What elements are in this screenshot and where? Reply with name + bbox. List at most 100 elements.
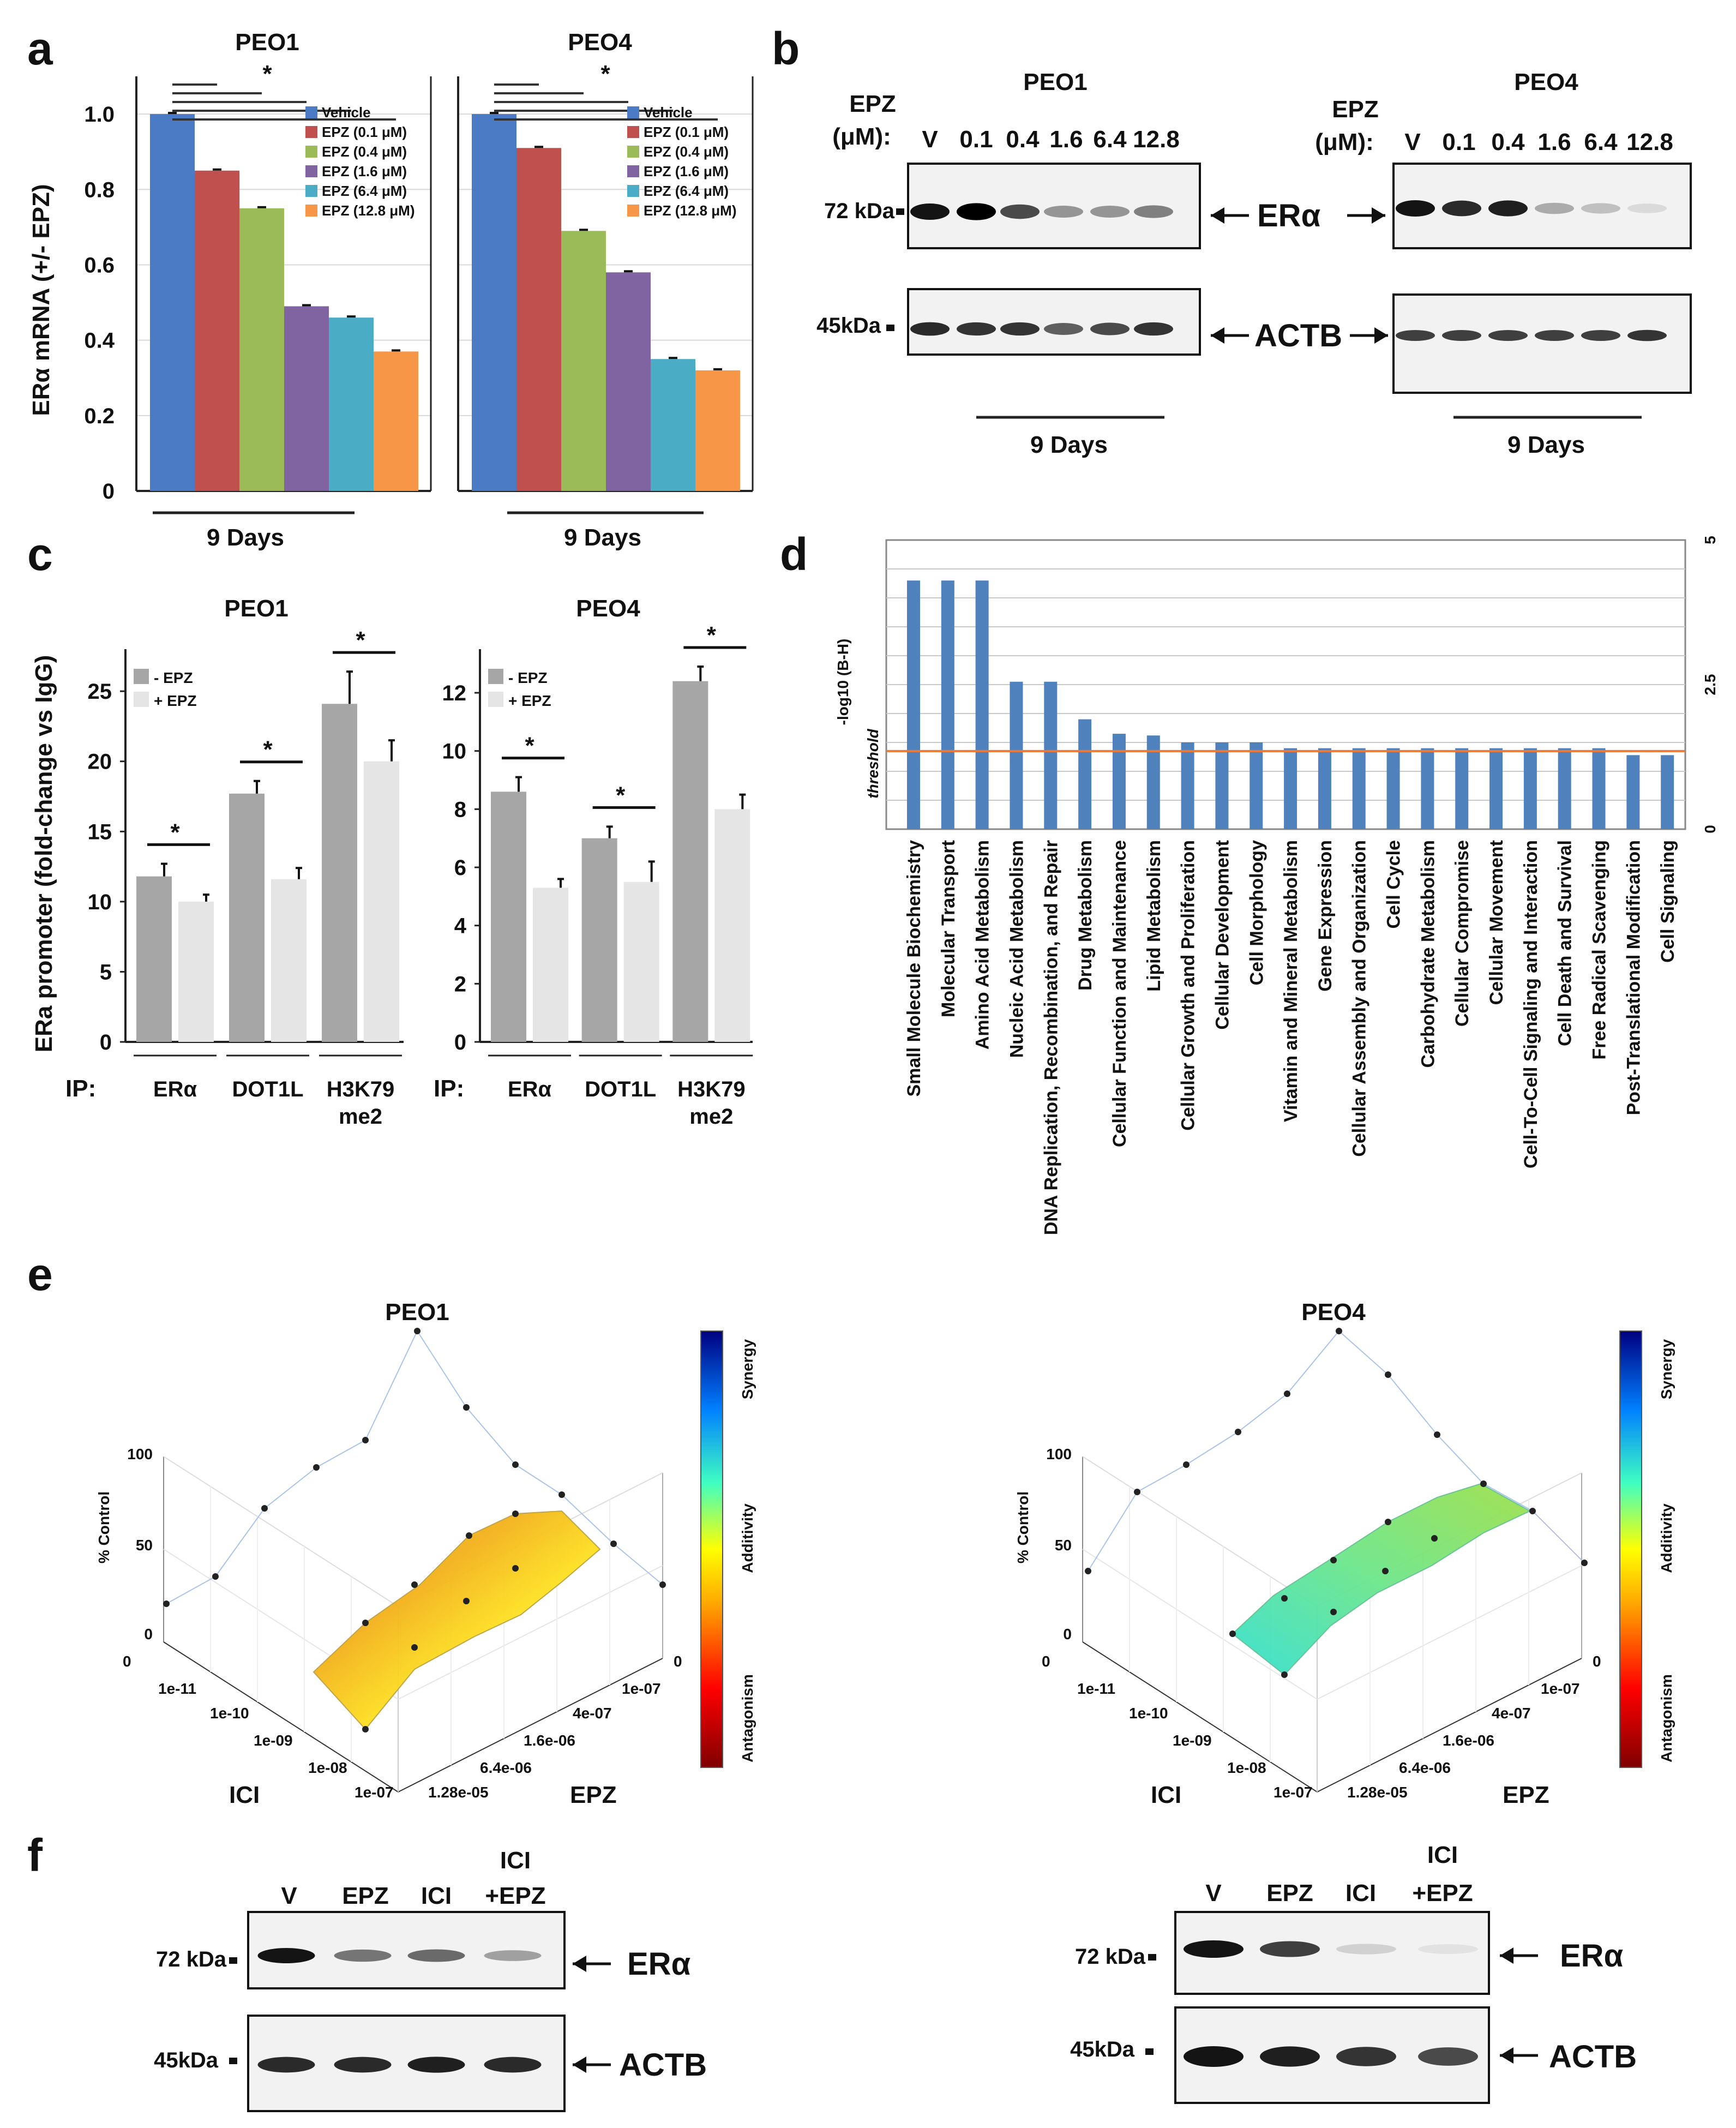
- x-tick: 1e-11: [158, 1680, 196, 1697]
- band: [1627, 203, 1667, 213]
- mesh-line: [316, 1440, 366, 1468]
- data-point: [1235, 1429, 1241, 1435]
- days-label: 9 Days: [1030, 431, 1108, 458]
- y-ticks: 0 5 10 15 20 25: [88, 680, 125, 1054]
- x-tick: 0: [123, 1653, 131, 1670]
- actb-membrane: [907, 288, 1201, 356]
- significance-star: *: [707, 622, 717, 649]
- band: [1044, 323, 1083, 335]
- bar: [472, 114, 516, 491]
- band: [1581, 203, 1620, 214]
- bar: [1044, 681, 1058, 829]
- band: [910, 203, 950, 220]
- colorbar-antagonism: Antagonism: [739, 1674, 756, 1763]
- y-tick-label: 12: [442, 681, 467, 705]
- bar: [975, 580, 989, 829]
- x-axis-label: ICI: [229, 1782, 260, 1808]
- legend-swatch: [627, 106, 639, 118]
- actb-marker: 45kDa: [154, 2048, 219, 2072]
- mesh-line: [1437, 1434, 1484, 1484]
- group-label: H3K79: [677, 1077, 746, 1101]
- data-point: [1085, 1568, 1091, 1574]
- data-point: [163, 1601, 170, 1607]
- lane-label: 0.4: [1491, 129, 1525, 155]
- data-point: [1382, 1568, 1389, 1574]
- colorbar: [1619, 1330, 1642, 1768]
- bar: [1284, 748, 1298, 829]
- lane-label: 12.8: [1626, 129, 1673, 155]
- data-point: [414, 1328, 421, 1334]
- actb-bands: [1184, 2046, 1478, 2067]
- bar: [178, 901, 214, 1042]
- y-tick-label: 0.2: [84, 404, 115, 428]
- y-ticks: 0 2 4 6 8 10 12: [442, 681, 480, 1054]
- category-label: Vitamin and Mineral Metabolism: [1281, 840, 1301, 1122]
- bar: [533, 888, 568, 1042]
- group-label-line2: me2: [339, 1105, 382, 1129]
- bar: [651, 359, 695, 491]
- x-tick: 1e-09: [254, 1732, 293, 1749]
- band: [484, 2057, 542, 2073]
- actb-marker: 45kDa: [816, 314, 881, 338]
- significance-star: *: [262, 61, 272, 87]
- x-tick: 1e-10: [210, 1705, 249, 1722]
- actb-marker: 45kDa: [1070, 2037, 1135, 2061]
- arrow-head: [1500, 2047, 1513, 2064]
- data-point: [512, 1461, 519, 1468]
- bar: [284, 306, 329, 491]
- data-points: [163, 1328, 666, 1733]
- z-tick: 0: [144, 1626, 153, 1643]
- category-label: Amino Acid Metabolism: [972, 840, 993, 1050]
- bar: [374, 351, 418, 491]
- mesh-line: [417, 1330, 467, 1408]
- bar: [623, 882, 659, 1042]
- lane-label: EPZ: [342, 1883, 389, 1909]
- data-point: [1183, 1461, 1190, 1468]
- lane-labels: V 0.1 0.4 1.6 6.4 12.8: [1404, 129, 1673, 155]
- data-point: [1434, 1431, 1440, 1438]
- legend-label: EPZ (0.1 μM): [322, 124, 407, 140]
- axis-line: [163, 1456, 399, 1607]
- y-tick: 1.6e-06: [524, 1732, 575, 1749]
- band: [1336, 2047, 1396, 2066]
- arrow-right-head: [1372, 207, 1385, 224]
- panel-a-peo4-chart: PEO4 * Vehicle EPZ (0.1 μM) EPZ (0.4 μM) EP…: [457, 29, 754, 551]
- data-point: [512, 1510, 519, 1517]
- lane-label: 0.1: [959, 126, 993, 153]
- um-label: (μM):: [1315, 129, 1374, 155]
- panel-e-peo1-title: PEO1: [385, 1299, 449, 1326]
- category-label: Nucleic Acid Metabolism: [1006, 840, 1027, 1058]
- y-tick-label: 20: [88, 750, 112, 774]
- band: [1627, 329, 1667, 341]
- y-tick-label: 0: [100, 1030, 112, 1054]
- band: [1134, 322, 1173, 336]
- data-point: [411, 1581, 418, 1588]
- y-tick: 1.6e-06: [1443, 1732, 1494, 1749]
- z-axis-label: % Control: [1014, 1491, 1031, 1563]
- bar: [329, 317, 374, 491]
- band: [1442, 329, 1481, 341]
- legend-label: Vehicle: [644, 104, 693, 121]
- legend-swatch: [627, 205, 639, 217]
- bar: [1010, 681, 1023, 829]
- category-label: Lipid Metabolism: [1144, 840, 1164, 992]
- band: [407, 2057, 465, 2073]
- data-point: [466, 1532, 472, 1539]
- axis-line: [398, 1565, 663, 1700]
- legend: Vehicle EPZ (0.1 μM) EPZ (0.4 μM) EPZ (1.6 …: [305, 104, 415, 219]
- epz-label: EPZ: [1332, 96, 1379, 123]
- y-tick-label: 15: [88, 820, 112, 844]
- axis-line: [1317, 1658, 1582, 1793]
- legend-swatch: [305, 106, 317, 118]
- era-bands: [257, 1948, 542, 1963]
- band: [1090, 206, 1130, 218]
- y-tick: 0: [674, 1653, 682, 1670]
- axis-line: [1082, 1456, 1318, 1607]
- data-point: [1229, 1631, 1236, 1637]
- legend-swatch: [627, 146, 639, 158]
- band: [1396, 329, 1435, 341]
- data-point: [1431, 1535, 1438, 1542]
- era-marker: 72 kDa: [824, 199, 895, 223]
- significance-star: *: [263, 736, 273, 763]
- x-tick: 1e-08: [1227, 1759, 1266, 1776]
